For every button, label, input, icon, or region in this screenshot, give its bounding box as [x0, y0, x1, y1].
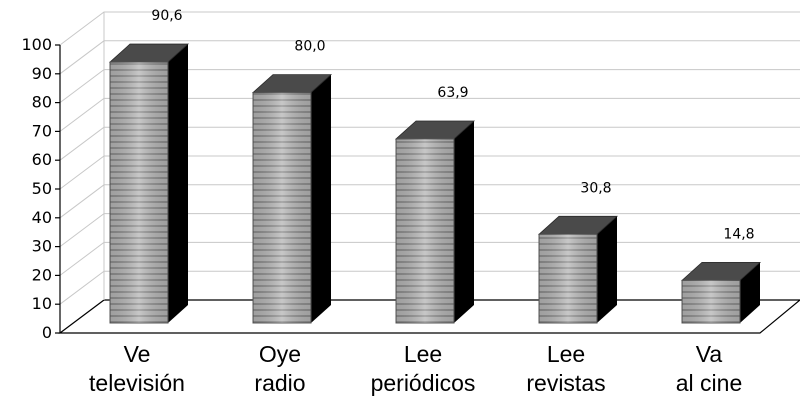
bar [680, 261, 762, 324]
category-label-line1: Lee [404, 341, 442, 367]
bar-front-shade [682, 280, 740, 323]
category-label-line2: revistas [526, 370, 605, 396]
y-tick-label: 80 [32, 93, 52, 112]
bar [394, 120, 476, 324]
y-axis: 0 10 20 30 40 50 60 70 80 90 100 [21, 35, 61, 342]
y-tick-label: 10 [32, 294, 52, 313]
y-tick-label: 90 [32, 64, 52, 83]
bar [108, 43, 190, 324]
y-tick-label: 20 [32, 265, 52, 284]
y-tick-label: 0 [42, 323, 52, 342]
category-label-line2: radio [254, 370, 305, 396]
gridline [59, 97, 800, 132]
gridline [59, 184, 800, 219]
y-tick-label: 70 [32, 121, 52, 140]
category-label-line2: periódicos [371, 370, 476, 396]
bar-side [740, 262, 760, 323]
category-label-line1: Oye [259, 341, 301, 367]
y-tick-label: 50 [32, 179, 52, 198]
data-label: 30,8 [580, 180, 611, 196]
bar-front-shade [396, 138, 454, 323]
y-tick-label: 60 [32, 150, 52, 169]
bar-side [311, 74, 331, 323]
bar-front-shade [539, 234, 597, 323]
bar [537, 215, 619, 324]
y-tick-label: 30 [32, 237, 52, 256]
category-label-line1: Ve [124, 341, 151, 367]
gridline [59, 213, 800, 248]
category-label-line2: televisión [89, 370, 185, 396]
data-labels: 90,6 80,0 63,9 30,8 14,8 [151, 8, 754, 242]
bars [108, 43, 762, 324]
y-tick-label: 100 [21, 35, 52, 54]
gridline [59, 11, 800, 46]
category-label-line1: Va [696, 341, 723, 367]
data-label: 63,9 [437, 85, 468, 101]
bar-front-shade [253, 92, 311, 323]
data-label: 80,0 [294, 39, 325, 55]
gridline [59, 40, 800, 75]
gridline [59, 126, 800, 161]
bar-side [168, 44, 188, 324]
gridline [59, 69, 800, 103]
category-label-line2: al cine [676, 370, 742, 396]
x-axis-categories: Ve televisión Oye radio Lee periódicos Lee revi… [89, 341, 742, 396]
bar-side [597, 216, 617, 323]
bar-front-shade [110, 62, 168, 324]
y-tick-label: 40 [32, 208, 52, 227]
category-label-line1: Lee [547, 341, 585, 367]
gridline [59, 155, 800, 190]
bar-side [454, 120, 474, 323]
data-label: 90,6 [151, 8, 182, 24]
bar [251, 74, 333, 324]
data-label: 14,8 [723, 226, 754, 242]
